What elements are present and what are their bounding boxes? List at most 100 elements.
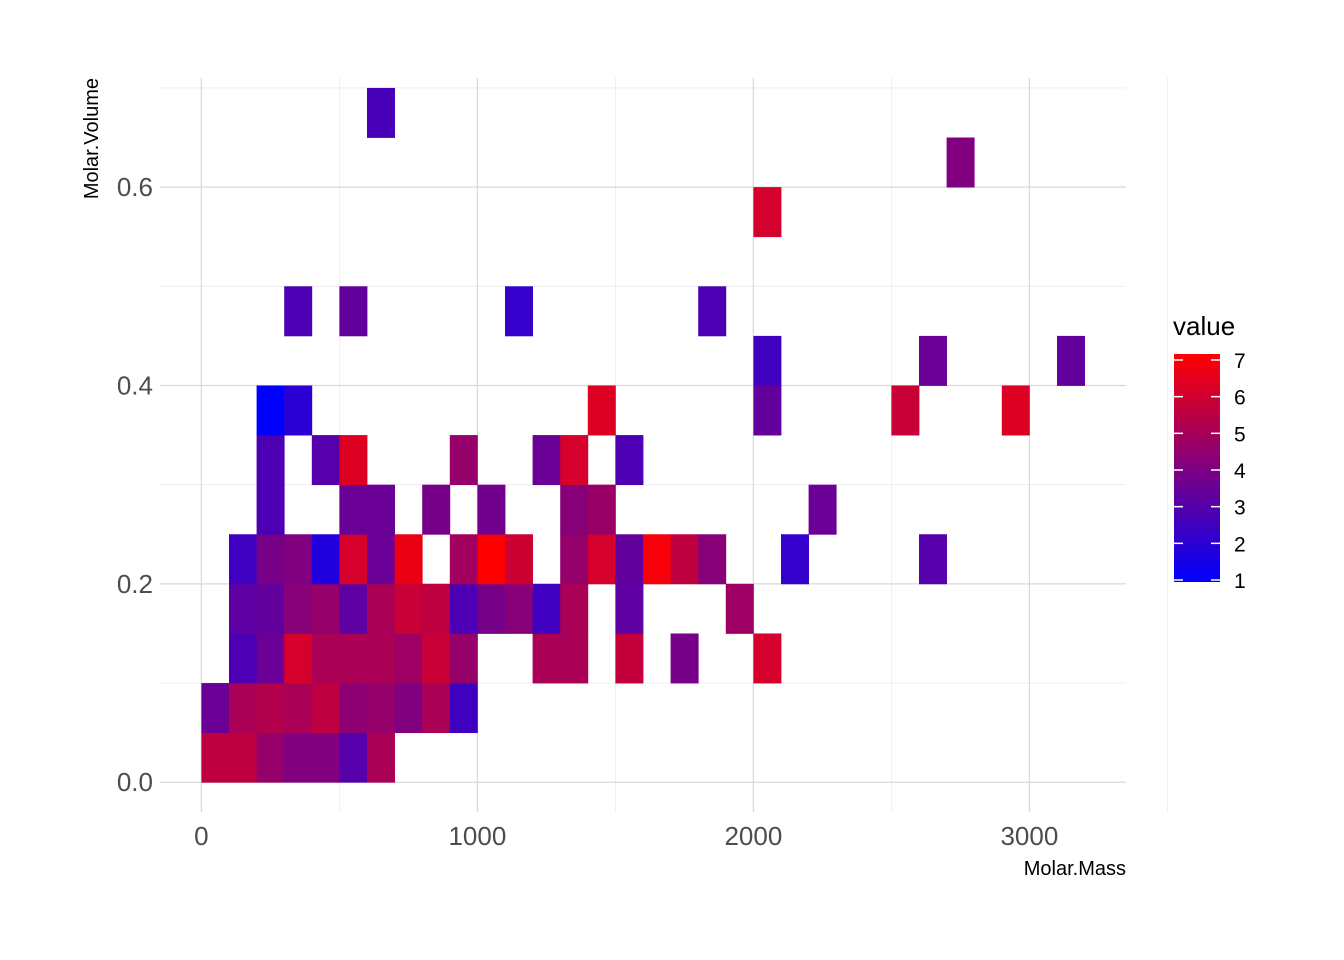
heatmap-cell [781,534,809,585]
heatmap-cell [256,683,285,734]
heatmap-cells [201,87,1085,783]
heatmap-cell [449,683,478,734]
legend-tick-label: 2 [1234,533,1246,556]
heatmap-cell [505,286,533,337]
heatmap-cell [615,633,644,684]
heatmap-cell [477,534,506,585]
x-tick-label: 1000 [448,821,506,851]
heatmap-cell [560,583,589,634]
heatmap-cell [229,583,257,634]
legend-tick-label: 7 [1234,350,1246,373]
legend-tick-label: 6 [1234,387,1246,410]
heatmap-cell [919,534,947,585]
heatmap-cell [725,583,754,634]
heatmap-cell [587,385,616,436]
heatmap-cell [422,484,451,535]
y-axis-title: Molar.Volume [81,78,103,199]
heatmap-cell [560,435,589,486]
heatmap-cell [256,534,285,585]
heatmap-cell [284,633,313,684]
heatmap-cell [339,732,368,783]
heatmap-cell [560,484,589,535]
heatmap-cell [367,484,395,535]
heatmap-cell [643,534,671,585]
heatmap-cell [449,534,478,585]
legend-tick-label: 3 [1234,497,1246,520]
heatmap-cell [339,583,368,634]
heatmap-cell [256,633,285,684]
heatmap-cell [367,87,395,138]
heatmap-cell [698,534,727,585]
y-tick-label: 0.4 [117,370,153,400]
heatmap-cell [477,484,506,535]
heatmap-cell [615,534,644,585]
heatmap-cell [449,435,478,486]
y-tick-label: 0.0 [117,767,153,797]
heatmap-cell [284,534,313,585]
y-tick-label: 0.2 [117,569,153,599]
heatmap-cell [394,583,423,634]
heatmap-cell [394,534,423,585]
heatmap-cell [587,534,616,585]
heatmap-cell [339,633,368,684]
heatmap-cell [201,732,230,783]
heatmap-cell [394,633,423,684]
heatmap-cell [367,683,395,734]
heatmap-cell [532,435,561,486]
heatmap-cell [1001,385,1030,436]
heatmap-cell [615,583,644,634]
legend-tick-label: 1 [1234,570,1246,593]
heatmap-cell [339,484,368,535]
heatmap-cell [284,683,313,734]
heatmap-cell [311,534,340,585]
heatmap-cell [284,732,313,783]
heatmap-cell [311,633,340,684]
legend-title: value [1173,311,1235,341]
heatmap-cell [615,435,644,486]
heatmap-cell [422,583,451,634]
heatmap-cell [229,732,257,783]
heatmap-cell [256,435,285,486]
heatmap-cell [367,633,395,684]
heatmap-cell [587,484,616,535]
color-legend: value 1 2 3 4 5 6 7 [1173,311,1246,593]
heatmap-cell [339,534,368,585]
heatmap-cell [339,435,368,486]
heatmap-cell [946,137,975,188]
legend-colorbar [1174,354,1220,582]
axes: 0 1000 2000 3000 0.0 0.2 0.4 0.6 [117,172,1058,851]
heatmap-cell [339,683,368,734]
heatmap-cell [256,385,285,436]
heatmap-cell [367,583,395,634]
heatmap-cell [670,633,699,684]
heatmap-cell [422,633,451,684]
heatmap-cell [229,683,257,734]
heatmap-cell [560,534,589,585]
heatmap-cell [367,732,395,783]
legend-tick-label: 5 [1234,423,1246,446]
heatmap-cell [753,633,782,684]
heatmap-cell [505,534,533,585]
heatmap-cell [284,385,313,436]
heatmap-cell [670,534,699,585]
heatmap-cell [449,633,478,684]
heatmap-cell [311,732,340,783]
heatmap-cell [891,385,920,436]
heatmap-cell [532,583,561,634]
heatmap-cell [753,335,782,386]
x-tick-label: 3000 [1000,821,1058,851]
y-tick-label: 0.6 [117,172,153,202]
heatmap-cell [1057,335,1085,386]
heatmap-cell [753,385,782,436]
heatmap-cell [422,683,451,734]
heatmap-cell [339,286,368,337]
heatmap-cell [367,534,395,585]
heatmap-cell [311,583,340,634]
x-tick-label: 0 [194,821,208,851]
heatmap-cell [532,633,561,684]
heatmap-cell [394,683,423,734]
heatmap-cell [229,633,257,684]
heatmap-cell [698,286,727,337]
heatmap-cell [256,484,285,535]
heatmap-cell [919,335,947,386]
